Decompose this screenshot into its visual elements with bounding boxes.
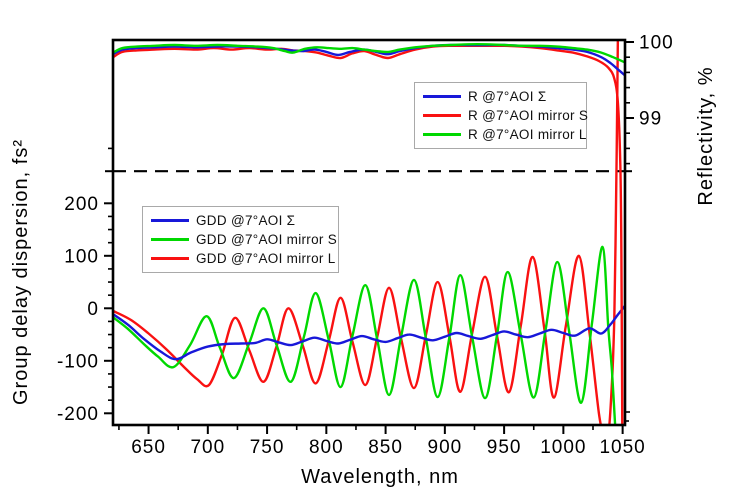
svg-text:650: 650 [131,437,166,458]
svg-text:-100: -100 [57,351,99,372]
svg-text:1000: 1000 [540,437,586,458]
svg-text:750: 750 [250,437,285,458]
legend-item: GDD @7°AOI Σ [151,211,330,230]
plot-frame [111,38,627,427]
right-axis-title: Reflectivity, % [695,66,717,205]
legend-line-sample [151,238,189,241]
legend-label: GDD @7°AOI mirror S [196,232,338,247]
svg-text:800: 800 [309,437,344,458]
curves-layer [114,41,624,424]
legend-item: R @7°AOI Σ [423,87,578,106]
legend-reflectivity: R @7°AOI Σ R @7°AOI mirror S R @7°AOI mi… [414,82,588,149]
legend-label: GDD @7°AOI mirror L [196,251,336,266]
legend-item: GDD @7°AOI mirror S [151,230,337,249]
svg-text:850: 850 [368,437,403,458]
legend-label: GDD @7°AOI Σ [196,213,296,228]
svg-text:0: 0 [87,299,99,320]
legend-item: R @7°AOI mirror L [423,125,586,144]
svg-text:1050: 1050 [599,437,645,458]
legend-item: GDD @7°AOI mirror L [151,249,335,268]
legend-line-sample [423,95,461,98]
left-axis-title: Group delay dispersion, fs² [10,139,32,405]
x-axis-title: Wavelength, nm [301,466,459,488]
legend-label: R @7°AOI Σ [468,89,547,104]
legend-label: R @7°AOI mirror S [468,108,589,123]
svg-text:100: 100 [64,246,99,267]
svg-text:900: 900 [428,437,463,458]
legend-line-sample [151,219,189,222]
svg-text:100: 100 [639,33,674,54]
svg-text:950: 950 [487,437,522,458]
svg-text:99: 99 [639,109,662,130]
legend-label: R @7°AOI mirror L [468,127,587,142]
legend-line-sample [423,133,461,136]
legend-item: R @7°AOI mirror S [423,106,588,125]
legend-gdd: GDD @7°AOI Σ GDD @7°AOI mirror S GDD @7°… [142,206,339,273]
legend-line-sample [423,114,461,117]
svg-text:200: 200 [64,194,99,215]
svg-text:-200: -200 [57,404,99,425]
axes-layer: 650 700 750 800 850 900 950 1000 10502001000-100… [57,33,674,459]
svg-text:700: 700 [190,437,225,458]
legend-line-sample [151,257,189,260]
